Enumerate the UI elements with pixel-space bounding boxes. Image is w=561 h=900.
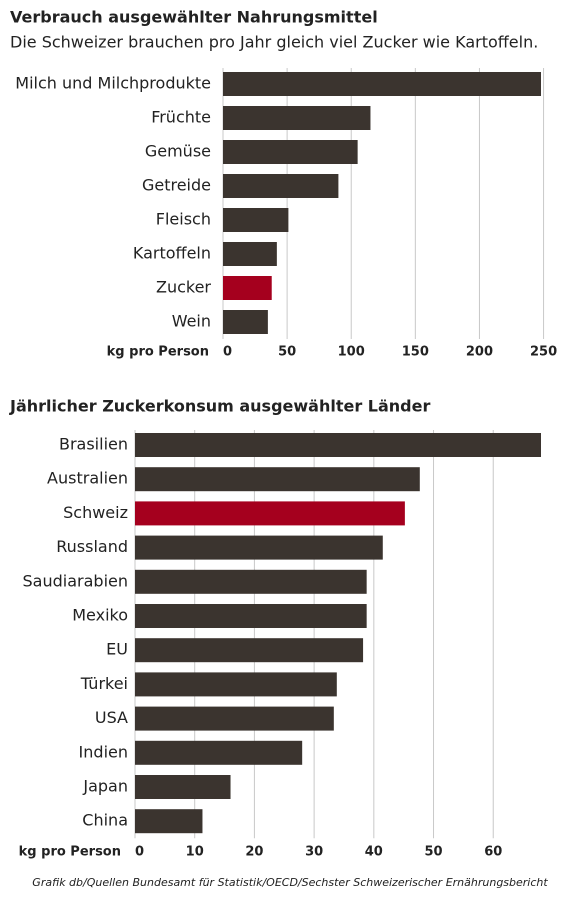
bar — [223, 140, 358, 164]
bar — [135, 501, 405, 526]
y-tick-label: China — [82, 811, 128, 830]
bar — [223, 174, 339, 198]
y-tick-label: EU — [106, 640, 128, 659]
bar — [135, 604, 367, 628]
y-tick-label: Getreide — [142, 176, 211, 195]
bar — [223, 106, 371, 130]
y-tick-label: Zucker — [156, 278, 211, 297]
chart-subtitle: Die Schweizer brauchen pro Jahr gleich v… — [10, 33, 538, 52]
bar — [135, 809, 203, 834]
x-tick-label: 0 — [223, 345, 232, 360]
bar — [135, 740, 303, 765]
y-tick-label: Wein — [172, 312, 211, 331]
y-tick-label: Kartoffeln — [133, 244, 211, 263]
bar — [223, 242, 277, 266]
y-tick-label: Türkei — [80, 674, 128, 693]
y-tick-label: Milch und Milchprodukte — [15, 74, 211, 93]
chart-title: Jährlicher Zuckerkonsum ausgewählter Län… — [9, 397, 430, 416]
y-tick-label: Saudiarabien — [23, 571, 128, 590]
y-tick-label: Früchte — [151, 108, 211, 127]
y-tick-label: Russland — [56, 537, 128, 556]
bar — [135, 672, 337, 697]
y-tick-label: Schweiz — [63, 503, 128, 522]
x-axis-label: kg pro Person — [107, 345, 209, 360]
bar — [223, 276, 272, 300]
y-tick-label: Brasilien — [59, 435, 128, 454]
x-tick-label: 200 — [466, 345, 493, 360]
y-tick-label: Australien — [47, 469, 128, 488]
source-note: Grafik db/Quellen Bundesamt für Statisti… — [32, 876, 548, 889]
x-tick-label: 250 — [530, 345, 557, 360]
x-tick-label: 150 — [402, 345, 429, 360]
x-tick-label: 0 — [135, 845, 144, 860]
bar — [135, 535, 383, 560]
x-tick-label: 20 — [245, 845, 263, 860]
chart-title: Verbrauch ausgewählter Nahrungsmittel — [10, 8, 378, 27]
x-tick-label: 10 — [186, 845, 204, 860]
bar — [223, 208, 289, 232]
bar — [135, 706, 334, 731]
y-tick-label: Fleisch — [156, 210, 211, 229]
bar — [135, 467, 420, 492]
x-axis-label: kg pro Person — [19, 845, 121, 860]
bar — [135, 638, 364, 663]
x-tick-label: 50 — [278, 345, 296, 360]
bar — [135, 775, 231, 799]
x-tick-label: 40 — [365, 845, 383, 860]
bar — [223, 310, 268, 334]
bar — [223, 72, 541, 96]
bar — [135, 433, 541, 457]
y-tick-label: Gemüse — [145, 142, 211, 161]
x-tick-label: 30 — [305, 845, 323, 860]
y-tick-label: USA — [95, 708, 128, 727]
y-tick-label: Japan — [82, 777, 128, 796]
x-tick-label: 60 — [484, 845, 502, 860]
x-tick-label: 100 — [338, 345, 365, 360]
y-tick-label: Indien — [79, 742, 128, 761]
bar — [135, 569, 367, 594]
x-tick-label: 50 — [424, 845, 442, 860]
y-tick-label: Mexiko — [72, 606, 128, 625]
